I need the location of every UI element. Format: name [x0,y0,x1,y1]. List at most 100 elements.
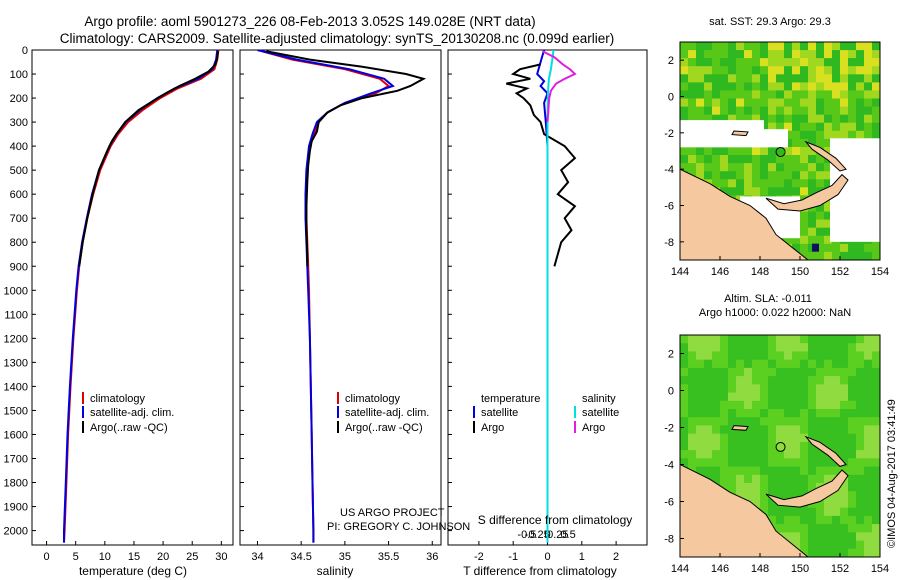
field-cell [752,491,761,500]
field-cell [784,179,793,188]
field-cell [864,106,873,116]
field-cell [760,122,769,132]
field-cell [824,524,833,533]
map-y-tick-label: 0 [668,92,674,104]
field-cell [816,66,825,75]
field-cell [864,409,873,418]
field-cell [872,400,880,410]
field-cell [832,392,841,402]
field-cell [808,58,817,67]
field-cell [848,90,857,99]
temperature-xlabel: temperature (deg C) [79,564,187,578]
field-cell [816,450,825,459]
field-cell [872,114,880,124]
field-cell [800,163,809,172]
field-cell [768,122,777,132]
field-cell [864,417,873,426]
field-cell [864,400,873,410]
field-cell [744,98,753,108]
field-cell [712,98,721,108]
field-cell [768,74,777,83]
field-cell [776,343,785,352]
field-cell [744,42,753,51]
field-cell [832,82,841,91]
field-cell [808,384,817,393]
field-cell [800,450,809,459]
field-cell [784,335,793,344]
legend-label-satellite: satellite-adj. clim. [90,407,174,419]
field-cell [720,171,729,180]
field-cell [856,441,865,451]
field-cell [872,335,880,344]
field-cell [760,474,769,484]
field-cell [760,351,769,361]
field-cell [704,351,713,361]
field-cell [800,335,809,344]
field-cell [744,409,753,418]
field-cell [776,351,785,361]
field-cell [720,114,729,124]
field-cell [832,515,841,525]
field-cell [792,491,801,500]
difference-legend: temperature salinity satellite Argo sate… [473,393,619,434]
field-cell [744,58,753,67]
field-cell [816,211,825,221]
legend-label-satellite: satellite-adj. clim. [345,407,429,419]
field-cell [808,163,817,172]
field-cell [848,384,857,393]
field-cell [824,441,833,451]
series-line-t-argo [506,63,577,267]
difference-series-group [506,50,577,543]
field-cell [824,548,833,557]
field-cell [800,155,809,164]
field-cell [720,409,729,418]
field-cell [872,251,880,260]
field-cell [800,58,809,67]
field-cell [680,384,689,393]
field-cell [704,384,713,393]
field-cell [704,392,713,402]
field-cell [872,130,880,140]
field-cell [848,130,857,140]
land-polygon [680,168,809,260]
field-cell [792,114,801,124]
pi-annotation: PI: GREGORY C. JOHNSON [327,521,470,533]
field-cell [680,335,689,344]
field-cell [712,163,721,172]
field-cell [808,211,817,221]
field-cell [784,98,793,108]
field-cell [824,499,833,509]
field-cell [792,433,801,443]
field-cell [736,359,745,369]
field-cell [856,433,865,443]
field-cell [696,50,705,59]
field-cell [680,400,689,410]
field-cell [840,243,849,253]
field-cell [688,400,697,410]
depth-tick-label: 500 [10,165,28,177]
field-cell [680,351,689,361]
field-cell [728,409,737,418]
land-polygon [731,130,749,137]
field-cell [760,483,769,492]
field-cell [800,548,809,557]
field-cell [856,106,865,116]
field-cell [856,376,865,385]
field-cell [712,392,721,402]
field-cell [712,417,721,426]
field-cell [800,367,809,377]
field-cell [776,106,785,116]
field-cell [744,179,753,188]
field-cell [752,42,761,51]
field-cell [816,58,825,67]
field-cell [688,425,697,435]
field-cell [760,335,769,344]
field-cell [784,384,793,393]
field-cell [712,42,721,51]
field-cell [728,384,737,393]
field-cell [816,359,825,369]
field-cell [824,458,833,467]
salinity-panel-frame [239,49,442,546]
field-cell [760,367,769,377]
field-cell [776,515,785,525]
